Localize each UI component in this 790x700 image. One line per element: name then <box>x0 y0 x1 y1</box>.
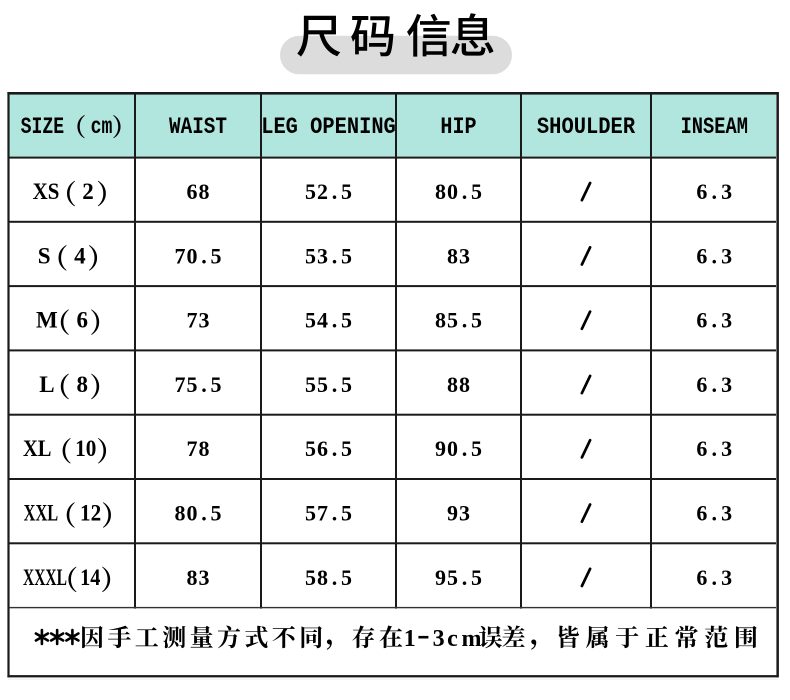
svg-text:6.3: 6.3 <box>696 501 732 526</box>
svg-text:93: 93 <box>447 501 470 526</box>
svg-text:LEG OPENING: LEG OPENING <box>261 114 396 141</box>
svg-text:XL: XL <box>23 436 51 461</box>
svg-text:L: L <box>39 372 54 397</box>
svg-text:cm: cm <box>91 115 113 141</box>
svg-text:88: 88 <box>447 372 470 397</box>
svg-text:1 3cm: 1 3cm <box>404 626 482 652</box>
svg-text:14: 14 <box>80 565 100 590</box>
svg-text:6.3: 6.3 <box>696 565 732 590</box>
svg-text:8: 8 <box>77 372 89 397</box>
svg-text:78: 78 <box>187 436 210 461</box>
svg-text:INSEAM: INSEAM <box>681 114 748 141</box>
svg-text:6.3: 6.3 <box>696 436 732 461</box>
svg-text:XS: XS <box>33 178 60 204</box>
svg-text:4: 4 <box>74 243 86 268</box>
svg-text:WAIST: WAIST <box>169 114 227 140</box>
svg-text:XXL: XXL <box>24 501 58 526</box>
svg-text:83: 83 <box>187 565 210 590</box>
svg-text:SHOULDER: SHOULDER <box>537 114 636 141</box>
svg-text:6: 6 <box>77 308 89 333</box>
svg-text:6.3: 6.3 <box>696 243 732 268</box>
svg-text:S: S <box>38 243 51 268</box>
svg-text:6.3: 6.3 <box>696 372 732 397</box>
svg-text:2: 2 <box>82 179 94 204</box>
svg-text:12: 12 <box>80 500 101 526</box>
svg-text:M: M <box>36 308 58 333</box>
svg-text:68: 68 <box>187 179 210 204</box>
svg-text:HIP: HIP <box>440 114 476 141</box>
svg-text:SIZE: SIZE <box>21 115 65 141</box>
svg-text:XXXL: XXXL <box>23 566 67 591</box>
svg-text:10: 10 <box>75 435 96 461</box>
svg-text:6.3: 6.3 <box>696 179 732 204</box>
svg-text:6.3: 6.3 <box>696 308 732 333</box>
svg-text:83: 83 <box>447 243 470 268</box>
svg-text:73: 73 <box>187 308 210 333</box>
